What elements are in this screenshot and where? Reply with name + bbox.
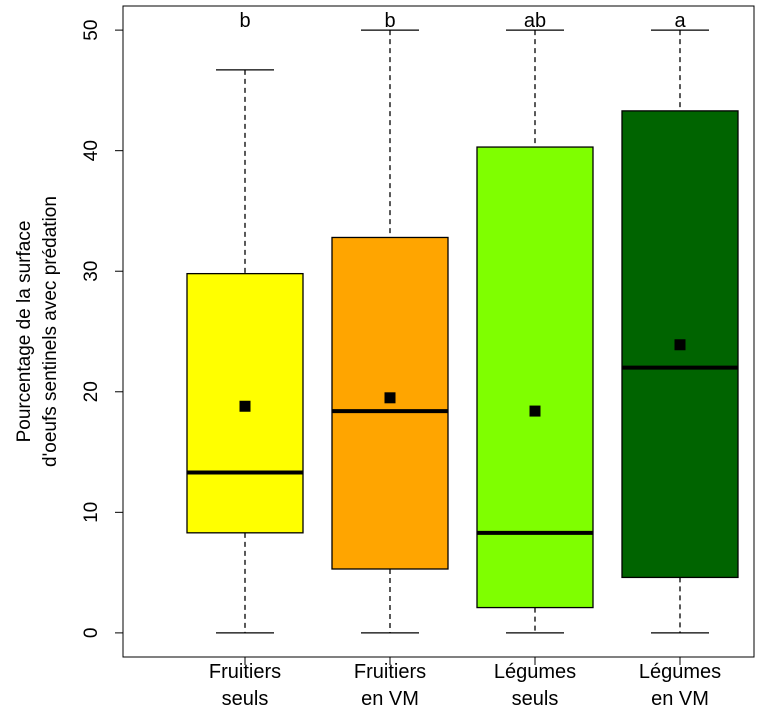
x-category-label-2-line-1: Fruitiers [354,661,426,683]
y-axis: 0 10 20 30 40 50 [81,20,123,639]
x-category-label-4-line-2: en VM [651,688,709,710]
box-group-4: a [621,10,739,634]
box-group-2: b [331,10,449,634]
significance-letter: b [239,10,250,32]
significance-letter: b [384,10,395,32]
y-axis-title-line-1: Pourcentage de la surface [14,221,35,443]
mean-marker [384,392,396,404]
y-tick-label-10: 10 [81,502,102,523]
x-category-label-2-line-2: en VM [361,688,419,710]
box-group-1: b [186,10,304,634]
boxes-layer: b b ab a [186,10,739,634]
box-iqr [476,146,594,609]
y-tick-label-40: 40 [81,140,102,161]
x-category-label-4-line-1: Légumes [639,661,721,683]
y-axis-title-line-2: d'oeufs sentinels avec prédation [40,196,61,467]
mean-marker [529,405,541,417]
x-category-label-3-line-1: Légumes [494,661,576,683]
y-tick-label-50: 50 [81,20,102,41]
box-group-3: ab [476,10,594,634]
plot-frame [122,5,755,658]
x-category-label-1-line-2: seuls [222,688,269,710]
y-tick-label-30: 30 [81,261,102,282]
mean-marker [674,339,686,351]
significance-letter: a [674,10,686,32]
significance-letter: ab [524,10,546,32]
mean-marker [239,400,251,412]
x-category-label-3-line-2: seuls [512,688,559,710]
y-tick-label-20: 20 [81,381,102,402]
x-category-label-1-line-1: Fruitiers [209,661,281,683]
x-axis: Fruitiers seuls Fruitiers en VM Légumes seuls… [209,657,721,710]
y-tick-label-0: 0 [81,628,102,639]
